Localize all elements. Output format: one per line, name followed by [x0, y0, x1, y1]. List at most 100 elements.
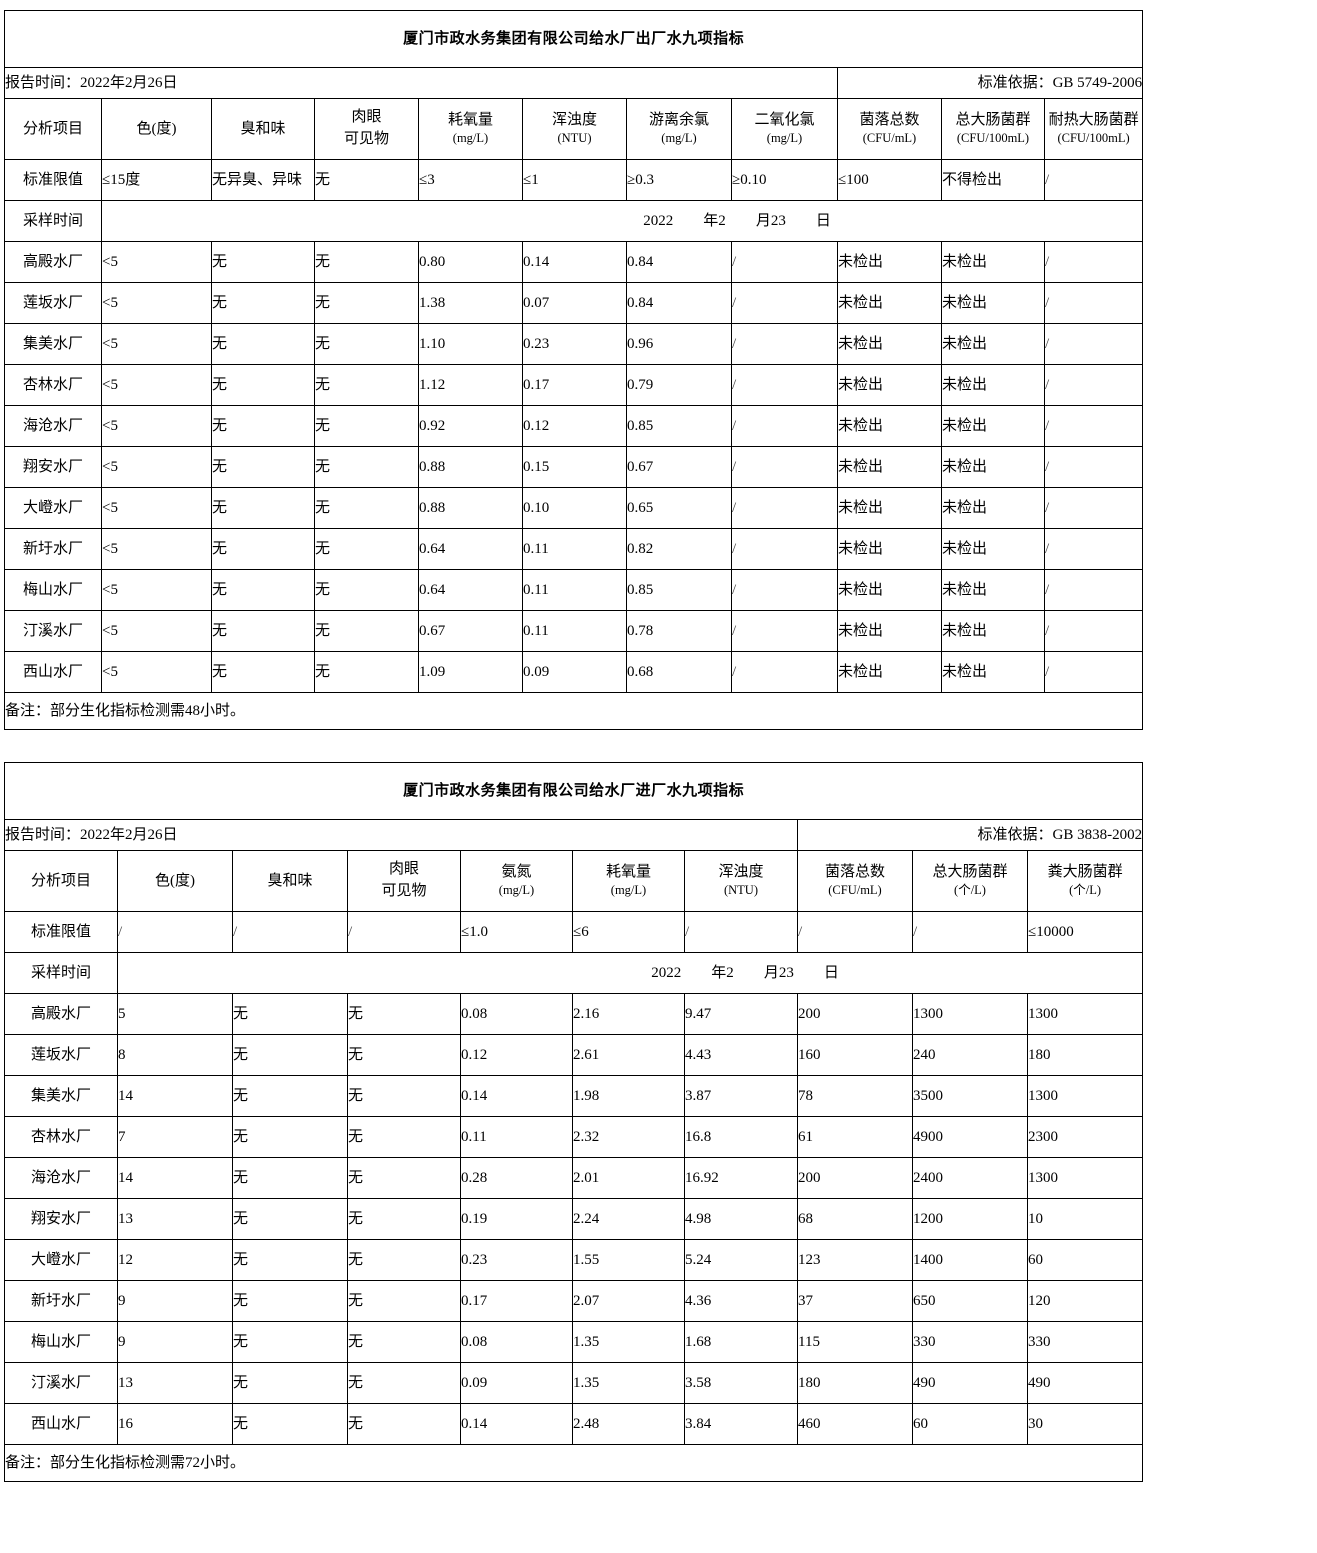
table2-sample-time-row: 采样时间 2022 年2 月23 日 — [4, 952, 1144, 994]
measurement-cell: 0.85 — [626, 569, 732, 611]
measurement-cell: 未检出 — [941, 487, 1045, 529]
table-row: 新圩水厂 9 无无 0.17 2.07 4.36 37 650 120 — [4, 1280, 1144, 1322]
measurement-cell: 0.96 — [626, 323, 732, 365]
plant-name-cell: 新圩水厂 — [4, 1280, 118, 1322]
measurement-cell: 无 — [232, 1034, 348, 1076]
measurement-cell: 无 — [314, 241, 419, 283]
measurement-cell: 9 — [117, 1321, 233, 1363]
measurement-cell: 无 — [211, 323, 315, 365]
measurement-cell: 无 — [347, 1321, 461, 1363]
measurement-cell: 2.01 — [572, 1157, 685, 1199]
table1-col-odor-taste: 臭和味 — [211, 98, 315, 160]
measurement-cell: 16.92 — [684, 1157, 798, 1199]
measurement-cell: 4.43 — [684, 1034, 798, 1076]
table2-limit-cell: ≤6 — [572, 911, 685, 953]
table2-limit-label: 标准限值 — [4, 911, 118, 953]
measurement-cell: 5.24 — [684, 1239, 798, 1281]
measurement-cell: <5 — [101, 528, 212, 570]
table-row: 高殿水厂 5 无无 0.08 2.16 9.47 200 1300 1300 — [4, 993, 1144, 1035]
measurement-cell: 3.84 — [684, 1403, 798, 1445]
table2-limit-row: 标准限值 / / / ≤1.0 ≤6 / / / ≤10000 — [4, 911, 1144, 953]
measurement-cell: 1.55 — [572, 1239, 685, 1281]
table2-column-header-row: 分析项目 色(度) 臭和味 肉眼 可见物 氨氮 (mg/L) 耗氧量 (mg/L) 浑… — [4, 850, 1144, 912]
measurement-cell: 0.28 — [460, 1157, 573, 1199]
table1-limit-cell: 无异臭、异味 — [211, 159, 315, 201]
measurement-cell: 2.61 — [572, 1034, 685, 1076]
table-row: 海沧水厂 14 无无 0.28 2.01 16.92 200 2400 1300 — [4, 1157, 1144, 1199]
sample-year: 2022 — [651, 964, 682, 981]
table1-limit-cell: ≥0.10 — [731, 159, 838, 201]
measurement-cell: 200 — [797, 993, 913, 1035]
measurement-cell: / — [731, 323, 838, 365]
sample-month: 年2 — [703, 212, 726, 229]
measurement-cell: <5 — [101, 364, 212, 406]
measurement-cell: / — [1043, 487, 1144, 529]
table-row: 大嶝水厂 <5 无无 0.88 0.10 0.65/未检出 未检出 / — [4, 487, 1144, 529]
measurement-cell: 未检出 — [941, 282, 1045, 324]
measurement-cell: 无 — [211, 446, 315, 488]
table-row: 大嶝水厂 12 无无 0.23 1.55 5.24 123 1400 60 — [4, 1239, 1144, 1281]
measurement-cell: 无 — [347, 993, 461, 1035]
measurement-cell: 无 — [211, 241, 315, 283]
table2-col-ammonia-nitrogen: 氨氮 (mg/L) — [460, 850, 573, 912]
measurement-cell: 0.11 — [522, 569, 627, 611]
measurement-cell: <5 — [101, 487, 212, 529]
measurement-cell: 0.17 — [460, 1280, 573, 1322]
table2-col-analysis-item: 分析项目 — [4, 850, 118, 912]
measurement-cell: 无 — [314, 405, 419, 447]
measurement-cell: 未检出 — [941, 446, 1045, 488]
measurement-cell: 未检出 — [941, 610, 1045, 652]
table1-column-header-row: 分析项目 色(度) 臭和味 肉眼 可见物 耗氧量 (mg/L) 浑浊度 (NTU) 游… — [4, 98, 1144, 160]
measurement-cell: <5 — [101, 241, 212, 283]
measurement-cell: 未检出 — [941, 651, 1045, 693]
plant-name-cell: 杏林水厂 — [4, 1116, 118, 1158]
table1-col-total-coliform: 总大肠菌群 (CFU/100mL) — [941, 98, 1045, 160]
measurement-cell: 16.8 — [684, 1116, 798, 1158]
measurement-cell: 无 — [211, 528, 315, 570]
measurement-cell: 3.87 — [684, 1075, 798, 1117]
measurement-cell: 68 — [797, 1198, 913, 1240]
measurement-cell: 未检出 — [941, 405, 1045, 447]
measurement-cell: 0.23 — [460, 1239, 573, 1281]
table-row: 高殿水厂 <5 无无 0.80 0.14 0.84/未检出 未检出 / — [4, 241, 1144, 283]
table1-meta-row: 报告时间：2022年2月26日 标准依据：GB 5749-2006 — [4, 67, 1144, 99]
measurement-cell: 1300 — [1026, 1157, 1144, 1199]
measurement-cell: 14 — [117, 1075, 233, 1117]
measurement-cell: 无 — [232, 1157, 348, 1199]
table-gap — [4, 730, 1317, 762]
table-row: 海沧水厂 <5 无无 0.92 0.12 0.85/未检出 未检出 / — [4, 405, 1144, 447]
table1-sample-time-row: 采样时间 2022 年2 月23 日 — [4, 200, 1144, 242]
table1-report-time: 报告时间：2022年2月26日 — [4, 67, 838, 99]
measurement-cell: 1200 — [912, 1198, 1028, 1240]
measurement-cell: 0.88 — [418, 487, 523, 529]
measurement-cell: 5 — [117, 993, 233, 1035]
measurement-cell: 60 — [912, 1403, 1028, 1445]
table2-col-odor-taste: 臭和味 — [232, 850, 348, 912]
measurement-cell: / — [731, 651, 838, 693]
measurement-cell: 1.12 — [418, 364, 523, 406]
measurement-cell: 9.47 — [684, 993, 798, 1035]
table1-col-chlorine-dioxide: 二氧化氯 (mg/L) — [731, 98, 838, 160]
measurement-cell: 未检出 — [837, 323, 942, 365]
measurement-cell: 120 — [1026, 1280, 1144, 1322]
measurement-cell: 37 — [797, 1280, 913, 1322]
measurement-cell: 未检出 — [837, 241, 942, 283]
table2-limit-cell: / — [117, 911, 233, 953]
measurement-cell: 无 — [232, 1362, 348, 1404]
measurement-cell: 160 — [797, 1034, 913, 1076]
plant-name-cell: 莲坂水厂 — [4, 282, 102, 324]
measurement-cell: <5 — [101, 651, 212, 693]
measurement-cell: 0.17 — [522, 364, 627, 406]
table-row: 西山水厂 <5 无无 1.09 0.09 0.68/未检出 未检出 / — [4, 651, 1144, 693]
table1-note-row: 备注：部分生化指标检测需48小时。 — [3, 692, 1144, 730]
measurement-cell: 13 — [117, 1198, 233, 1240]
table1-col-turbidity: 浑浊度 (NTU) — [522, 98, 627, 160]
measurement-cell: 未检出 — [837, 528, 942, 570]
sample-month: 年2 — [711, 964, 734, 981]
measurement-cell: 未检出 — [941, 323, 1045, 365]
plant-name-cell: 西山水厂 — [4, 651, 102, 693]
measurement-cell: 无 — [211, 487, 315, 529]
plant-name-cell: 梅山水厂 — [4, 1321, 118, 1363]
table-row: 集美水厂 14 无无 0.14 1.98 3.87 78 3500 1300 — [4, 1075, 1144, 1117]
